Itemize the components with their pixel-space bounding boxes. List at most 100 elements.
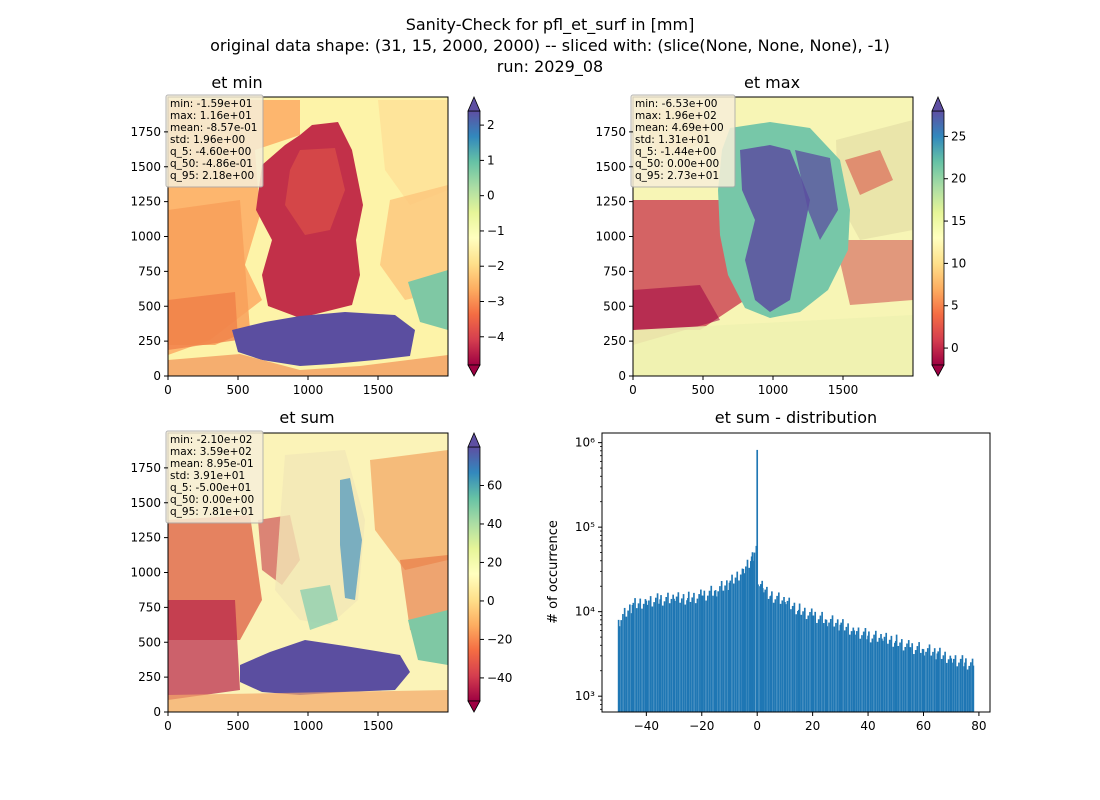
y-tick-label: 500 xyxy=(138,635,161,649)
histogram-fill-bar xyxy=(766,586,768,712)
histogram-fill-bar xyxy=(649,596,652,712)
y-tick-label: 10³ xyxy=(575,689,595,703)
histogram-fill-bar xyxy=(795,614,797,712)
histogram-fill-bar xyxy=(907,640,910,712)
histogram-fill-bar xyxy=(918,642,920,712)
histogram-fill-bar xyxy=(871,638,874,712)
histogram-fill-bar xyxy=(739,574,742,712)
histogram-fill-bar xyxy=(894,642,896,712)
panel-title-et-sum: et sum xyxy=(279,408,334,427)
histogram-fill-bar xyxy=(764,589,767,712)
histogram-fill-bar xyxy=(772,602,775,712)
histogram-fill-bar xyxy=(715,596,718,712)
histogram-fill-bar xyxy=(909,647,912,712)
y-tick-label: 750 xyxy=(138,264,161,278)
histogram-fill-bar xyxy=(693,592,695,712)
histogram-fill-bar xyxy=(959,658,962,712)
heatmap-et-min xyxy=(168,97,448,376)
histogram-bar xyxy=(964,662,966,712)
histogram-fill-bar xyxy=(939,647,941,712)
histogram-fill-bar xyxy=(890,635,893,712)
colorbar-ticks-et-sum: 60 40 20 0 −20 −40 xyxy=(480,478,512,685)
histogram-bar xyxy=(908,647,911,712)
x-tick-label: −40 xyxy=(634,719,659,733)
histogram-fill-bar xyxy=(888,639,891,712)
histogram-fill-bar xyxy=(708,590,711,712)
y-tick-label: 1750 xyxy=(130,461,161,475)
x-tick-label: 500 xyxy=(692,383,715,397)
histogram-fill-bar xyxy=(940,658,943,712)
colorbar-tick-label: 5 xyxy=(951,299,959,313)
figure-title-line-1: Sanity-Check for pfl_et_surf in [mm] xyxy=(406,15,695,35)
y-tick-label: 1250 xyxy=(595,195,626,209)
histogram-fill-bar xyxy=(684,604,687,712)
y-tick-label: 1000 xyxy=(595,230,626,244)
x-tick-label: 0 xyxy=(629,383,637,397)
x-tick-label: 20 xyxy=(805,719,820,733)
stats-box-et-max: min: -6.53e+00 max: 1.96e+02 mean: 4.69e… xyxy=(630,94,736,188)
histogram-fill-bar xyxy=(622,614,624,712)
stat-line: max: 3.59e+02 xyxy=(170,446,252,458)
colorbar-ticks-et-max: 25 20 15 10 5 0 xyxy=(944,129,966,355)
histogram-fill-bar xyxy=(653,602,655,712)
histogram-fill-bar xyxy=(836,619,839,712)
histogram-fill-bar xyxy=(731,574,733,712)
panel-title-et-max: et max xyxy=(744,73,800,92)
stat-line: q_50: 0.00e+00 xyxy=(170,494,254,506)
histogram-fill-bar xyxy=(698,594,700,712)
histogram-fill-bar xyxy=(911,643,914,712)
histogram-fill-bar xyxy=(663,601,666,712)
histogram-fill-bar xyxy=(835,622,837,712)
histogram-fill-bar xyxy=(656,593,659,712)
histogram-fill-bar xyxy=(732,583,735,712)
histogram-bar xyxy=(770,595,772,712)
histogram-fill-bar xyxy=(745,566,747,712)
histogram-bar xyxy=(714,590,717,712)
histogram-fill-bar xyxy=(932,651,934,712)
y-tick-label: 750 xyxy=(138,600,161,614)
histogram-fill-bar xyxy=(670,598,673,712)
histogram-fill-bar xyxy=(855,631,858,712)
histogram-bar xyxy=(894,640,897,712)
histogram-fill-bar xyxy=(831,615,834,712)
histogram-fill-bar xyxy=(845,626,848,712)
stat-line: mean: -8.57e-01 xyxy=(170,122,257,134)
y-axis-label-distribution: # of occurrence xyxy=(546,520,561,624)
histogram-fill-bar xyxy=(861,635,863,712)
histogram-fill-bar xyxy=(970,662,972,712)
stat-line: max: 1.16e+01 xyxy=(170,110,252,122)
histogram-fill-bar xyxy=(902,650,905,712)
colorbar-tick-label: 20 xyxy=(487,555,502,569)
x-tick-label: 0 xyxy=(164,383,172,397)
histogram-fill-bar xyxy=(727,589,730,712)
colorbar-et-max: 25 20 15 10 5 0 xyxy=(931,95,966,377)
histogram-fill-bar xyxy=(958,662,960,712)
colorbar-tick-label: −1 xyxy=(487,224,505,238)
histogram-fill-bar xyxy=(641,608,643,712)
histogram-fill-bar xyxy=(791,605,794,712)
histogram-fill-bar xyxy=(805,619,808,712)
stat-line: q_50: 0.00e+00 xyxy=(635,158,719,170)
histogram-fill-bar xyxy=(816,622,818,712)
histogram-fill-bar xyxy=(887,643,889,712)
y-tick-label: 250 xyxy=(603,334,626,348)
histogram-fill-bar xyxy=(807,615,810,712)
y-tick-label: 0 xyxy=(153,705,161,719)
histogram-fill-bar xyxy=(900,639,903,712)
histogram-bar xyxy=(631,604,634,712)
histogram-bar xyxy=(757,584,759,712)
histogram-fill-bar xyxy=(712,595,714,712)
histogram-fill-bar xyxy=(675,596,678,712)
histogram-bar xyxy=(750,556,753,712)
histogram-fill-bar xyxy=(665,597,668,712)
histogram-fill-bar xyxy=(722,590,725,712)
histogram-fill-bar xyxy=(930,655,933,712)
histogram-fill-bar xyxy=(954,655,957,712)
histogram-fill-bar xyxy=(694,603,697,712)
y-tick-label: 0 xyxy=(153,369,161,383)
histogram-fill-bar xyxy=(904,646,907,712)
histogram-bars xyxy=(617,449,975,712)
histogram-fill-bar xyxy=(947,659,950,712)
histogram-bar xyxy=(972,665,975,712)
stat-line: q_5: -4.60e+00 xyxy=(170,146,251,158)
